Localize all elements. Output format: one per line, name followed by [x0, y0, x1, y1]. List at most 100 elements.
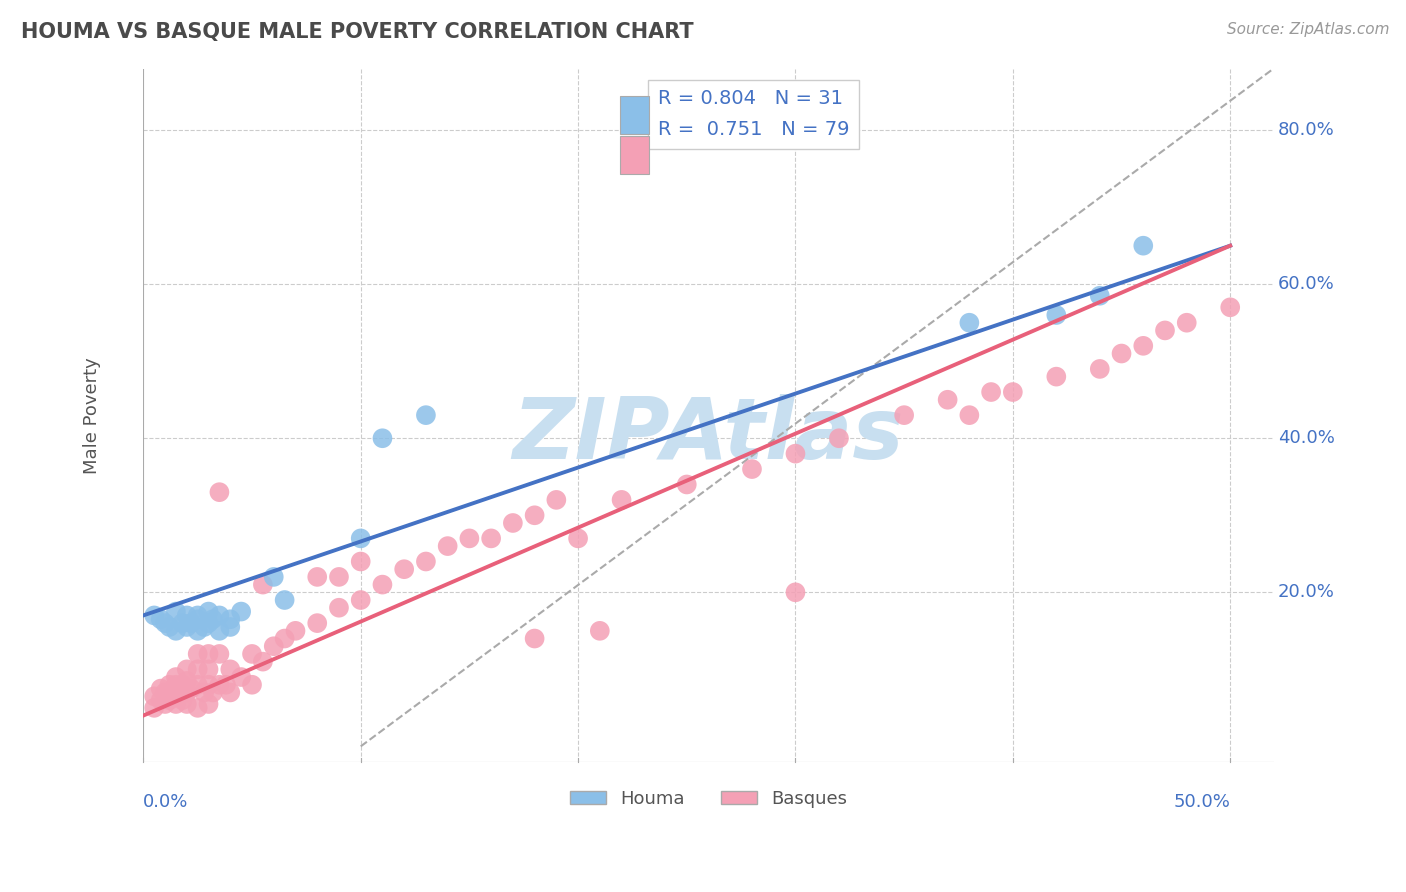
- Point: [165, 670, 187, 684]
- Point: [172, 693, 194, 707]
- Point: [176, 662, 198, 676]
- Point: [187, 662, 209, 676]
- Point: [215, 678, 238, 692]
- Point: [1132, 238, 1154, 252]
- Point: [284, 624, 307, 638]
- Point: [328, 600, 350, 615]
- Point: [149, 681, 172, 696]
- Point: [208, 624, 231, 638]
- Point: [153, 616, 176, 631]
- Text: Male Poverty: Male Poverty: [83, 357, 101, 474]
- Point: [479, 532, 502, 546]
- Point: [1088, 289, 1111, 303]
- Point: [197, 662, 219, 676]
- Point: [567, 532, 589, 546]
- Point: [176, 685, 198, 699]
- Point: [153, 685, 176, 699]
- Point: [219, 612, 242, 626]
- Point: [197, 678, 219, 692]
- Point: [165, 685, 187, 699]
- Point: [143, 701, 166, 715]
- Text: Source: ZipAtlas.com: Source: ZipAtlas.com: [1226, 22, 1389, 37]
- Point: [610, 492, 633, 507]
- Text: 0.0%: 0.0%: [143, 793, 188, 811]
- Point: [208, 678, 231, 692]
- Text: 80.0%: 80.0%: [1278, 121, 1334, 139]
- Point: [143, 690, 166, 704]
- Point: [187, 612, 209, 626]
- Point: [197, 605, 219, 619]
- Text: ZIPAtlas: ZIPAtlas: [513, 394, 904, 477]
- Point: [436, 539, 458, 553]
- Point: [371, 577, 394, 591]
- Point: [546, 492, 568, 507]
- Point: [165, 605, 187, 619]
- Point: [957, 316, 980, 330]
- Point: [157, 620, 180, 634]
- Point: [589, 624, 612, 638]
- Point: [307, 616, 329, 631]
- Point: [180, 616, 202, 631]
- Point: [328, 570, 350, 584]
- Point: [741, 462, 763, 476]
- Text: 50.0%: 50.0%: [1174, 793, 1230, 811]
- Point: [523, 508, 546, 523]
- Point: [157, 678, 180, 692]
- Text: R = 0.804   N = 31
R =  0.751   N = 79: R = 0.804 N = 31 R = 0.751 N = 79: [658, 89, 849, 139]
- Point: [252, 577, 274, 591]
- Point: [957, 408, 980, 422]
- Point: [415, 408, 437, 422]
- Point: [176, 697, 198, 711]
- Point: [165, 624, 187, 638]
- Point: [1154, 323, 1177, 337]
- Point: [197, 616, 219, 631]
- Point: [371, 431, 394, 445]
- FancyBboxPatch shape: [620, 136, 648, 174]
- Point: [785, 447, 807, 461]
- Point: [197, 697, 219, 711]
- Point: [231, 605, 253, 619]
- Text: HOUMA VS BASQUE MALE POVERTY CORRELATION CHART: HOUMA VS BASQUE MALE POVERTY CORRELATION…: [21, 22, 693, 42]
- Point: [675, 477, 697, 491]
- Point: [187, 701, 209, 715]
- Point: [153, 697, 176, 711]
- Point: [219, 685, 242, 699]
- Point: [415, 554, 437, 568]
- Point: [165, 678, 187, 692]
- Point: [143, 608, 166, 623]
- Point: [187, 678, 209, 692]
- Point: [208, 608, 231, 623]
- Point: [936, 392, 959, 407]
- Point: [1111, 346, 1133, 360]
- Point: [523, 632, 546, 646]
- Point: [219, 620, 242, 634]
- Point: [350, 593, 373, 607]
- Point: [502, 516, 524, 530]
- Point: [193, 685, 215, 699]
- Point: [219, 662, 242, 676]
- Point: [176, 608, 198, 623]
- Point: [252, 655, 274, 669]
- Point: [785, 585, 807, 599]
- Point: [350, 532, 373, 546]
- Point: [1175, 316, 1198, 330]
- Point: [201, 612, 224, 626]
- Point: [273, 593, 295, 607]
- Point: [893, 408, 915, 422]
- Point: [201, 685, 224, 699]
- Point: [350, 554, 373, 568]
- Point: [197, 647, 219, 661]
- Text: 40.0%: 40.0%: [1278, 429, 1334, 447]
- Point: [828, 431, 851, 445]
- Point: [172, 678, 194, 692]
- Point: [307, 570, 329, 584]
- Point: [176, 620, 198, 634]
- Point: [240, 647, 263, 661]
- Point: [149, 693, 172, 707]
- Point: [263, 639, 285, 653]
- Point: [172, 616, 194, 631]
- Point: [180, 681, 202, 696]
- Point: [1088, 362, 1111, 376]
- Point: [1045, 308, 1067, 322]
- Point: [240, 678, 263, 692]
